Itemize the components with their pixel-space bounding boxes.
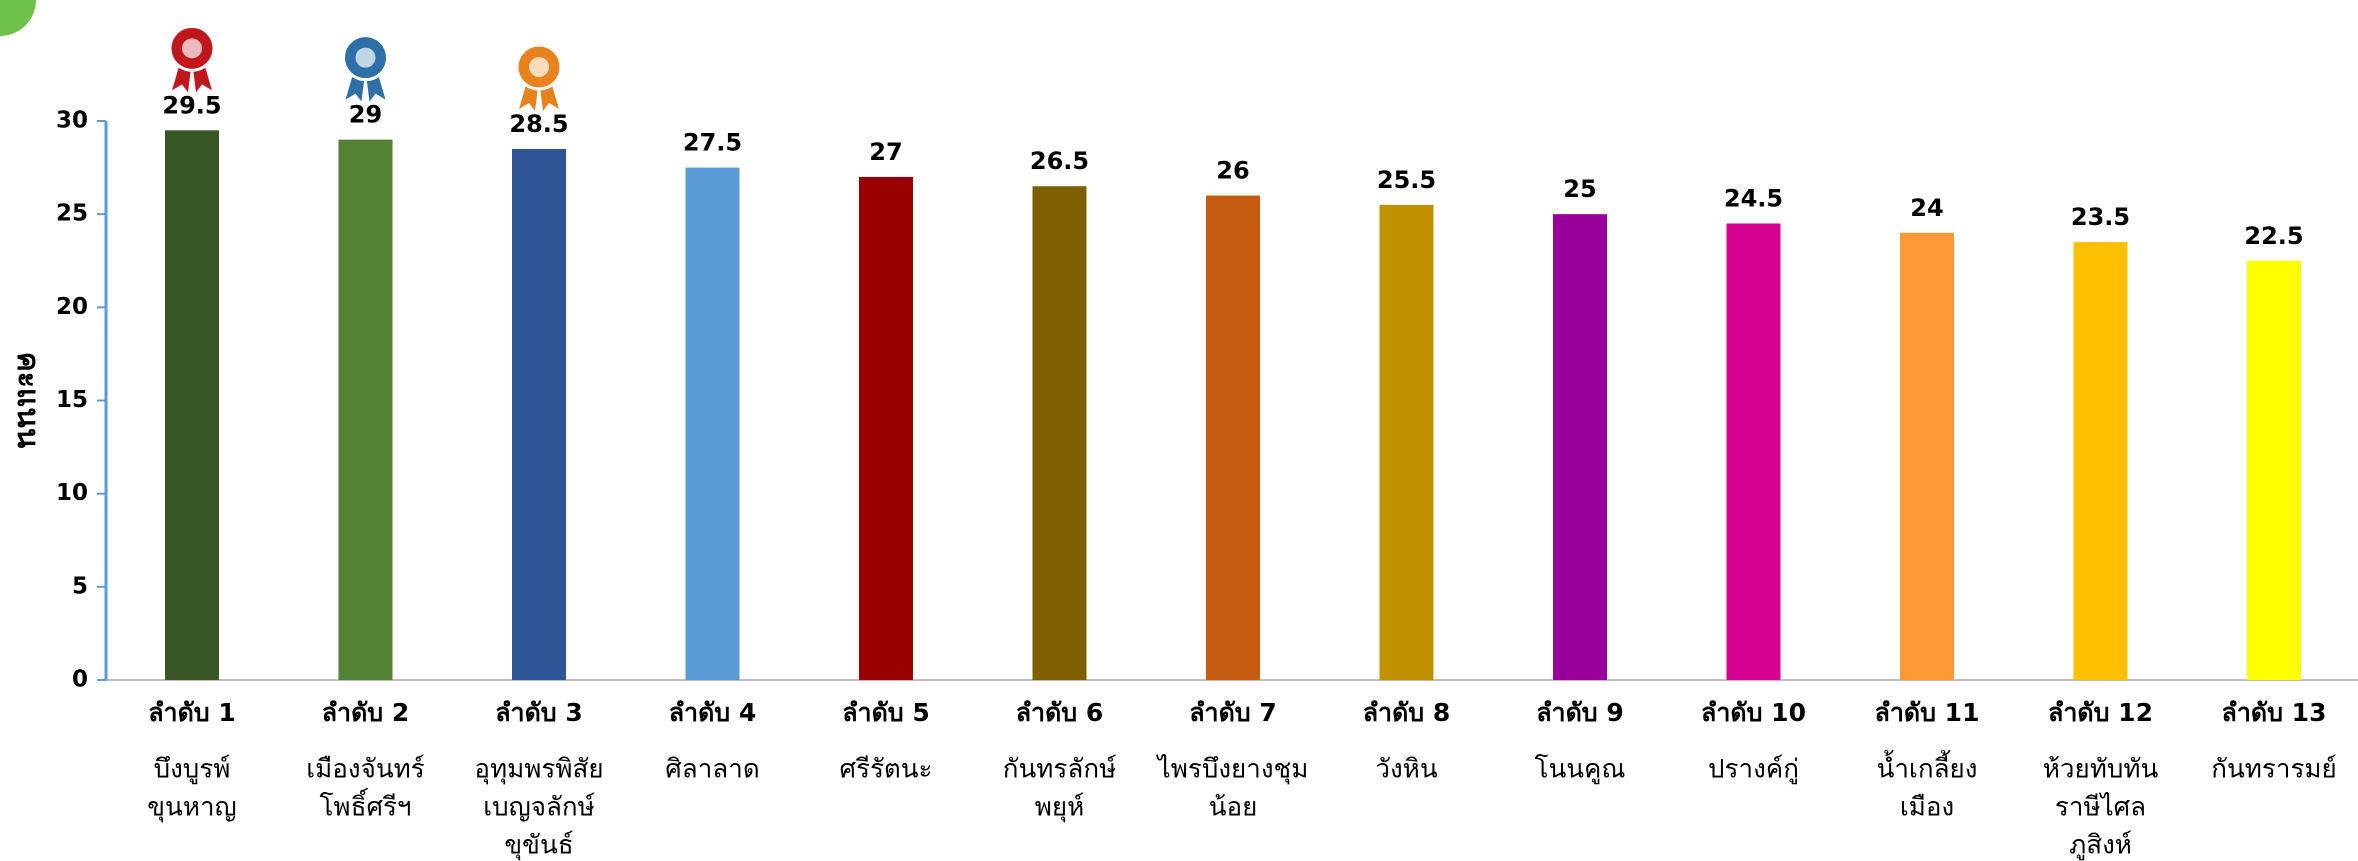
x-tick-label: ลำดับ 11 (1875, 698, 1980, 727)
x-sublabel: ศิลาลาด (665, 755, 759, 785)
bar (685, 167, 740, 681)
value-label: 29 (349, 101, 382, 129)
x-sublabel: กันทรารมย์ (2211, 755, 2337, 785)
value-label: 25.5 (1377, 166, 1436, 194)
x-sublabel: ศรีรัตนะ (839, 755, 932, 785)
medal-center (355, 47, 376, 68)
x-sublabel: โพธิ์ศรีฯ (319, 788, 411, 823)
y-tick-label: 10 (56, 480, 88, 506)
bar (1032, 186, 1087, 680)
value-label: 26 (1216, 157, 1249, 185)
medal-icon (515, 43, 563, 111)
x-tick-label: ลำดับ 1 (148, 698, 236, 727)
x-tick-label: ลำดับ 13 (2222, 698, 2327, 727)
value-label: 25 (1563, 175, 1596, 203)
x-sublabel: วังหิน (1375, 755, 1437, 785)
x-sublabel: เมืองจันทร์ (306, 755, 424, 785)
x-sublabel: บึงบูรพ์ (154, 755, 231, 785)
bar (859, 176, 913, 680)
x-sublabel: กันทรลักษ์ (1003, 755, 1117, 785)
y-tick-label: 20 (56, 294, 88, 320)
x-sublabel: อุทุมพรพิสัย (474, 755, 603, 785)
x-tick-label: ลำดับ 2 (322, 698, 410, 727)
bar (2073, 242, 2128, 680)
x-sublabel: น้อย (1209, 793, 1258, 823)
bar (1553, 214, 1607, 680)
medal-icon (168, 24, 216, 93)
bar (512, 148, 566, 680)
x-sublabel: โนนคูณ (1534, 754, 1625, 785)
value-label: 26.5 (1030, 147, 1089, 175)
x-sublabel: ภูสิงห์ (2069, 831, 2132, 861)
y-tick-label: 5 (72, 573, 88, 599)
y-axis-label: คะแนน (10, 352, 45, 449)
bar (165, 130, 219, 681)
x-sublabel: ปรางค์กู่ (1708, 755, 1799, 785)
x-tick-label: ลำดับ 3 (495, 698, 583, 727)
x-tick-label: ลำดับ 6 (1016, 698, 1104, 727)
x-sublabel: ขุนหาญ (147, 793, 236, 823)
y-tick-label: 25 (56, 201, 88, 227)
x-sublabel: พยุห์ (1035, 793, 1085, 823)
x-tick-label: ลำดับ 7 (1189, 698, 1277, 727)
bar (1379, 204, 1434, 680)
x-sublabel: ขุขันธ์ (504, 831, 573, 861)
value-label: 23.5 (2071, 203, 2130, 231)
x-sublabel: น้ำเกลี้ยง (1877, 750, 1978, 785)
bar (1726, 223, 1781, 680)
medal-center (182, 38, 202, 59)
medal-icon (342, 34, 389, 102)
x-sublabel: ไพรบึงยางชุม (1156, 754, 1309, 785)
x-tick-label: ลำดับ 9 (1536, 698, 1624, 727)
medal-center (529, 56, 549, 77)
value-label: 22.5 (2244, 222, 2303, 250)
bar (2247, 260, 2301, 680)
value-label: 24.5 (1724, 184, 1783, 212)
x-tick-label: ลำดับ 8 (1363, 698, 1451, 727)
bar (1206, 195, 1260, 681)
value-label: 29.5 (162, 91, 221, 119)
value-label: 27 (869, 138, 902, 166)
x-sublabel: เบญจลักษ์ (483, 793, 595, 823)
x-sublabel: ราษีไศล (2055, 792, 2146, 823)
value-label: 24 (1910, 194, 1943, 222)
x-sublabel: ห้วยทับทัน (2043, 755, 2159, 785)
x-tick-label: ลำดับ 10 (1701, 698, 1806, 727)
y-tick-label: 0 (72, 667, 88, 693)
bar (1900, 232, 1954, 681)
value-label: 27.5 (683, 129, 742, 157)
y-tick-label: 30 (56, 108, 88, 134)
x-tick-label: ลำดับ 5 (842, 698, 930, 727)
value-label: 28.5 (509, 110, 568, 138)
corner-badge (0, 0, 36, 36)
x-sublabel: เมือง (1900, 793, 1954, 823)
x-tick-label: ลำดับ 4 (669, 698, 757, 727)
y-tick-label: 15 (56, 387, 88, 413)
bar (338, 139, 393, 681)
x-tick-label: ลำดับ 12 (2048, 698, 2153, 727)
